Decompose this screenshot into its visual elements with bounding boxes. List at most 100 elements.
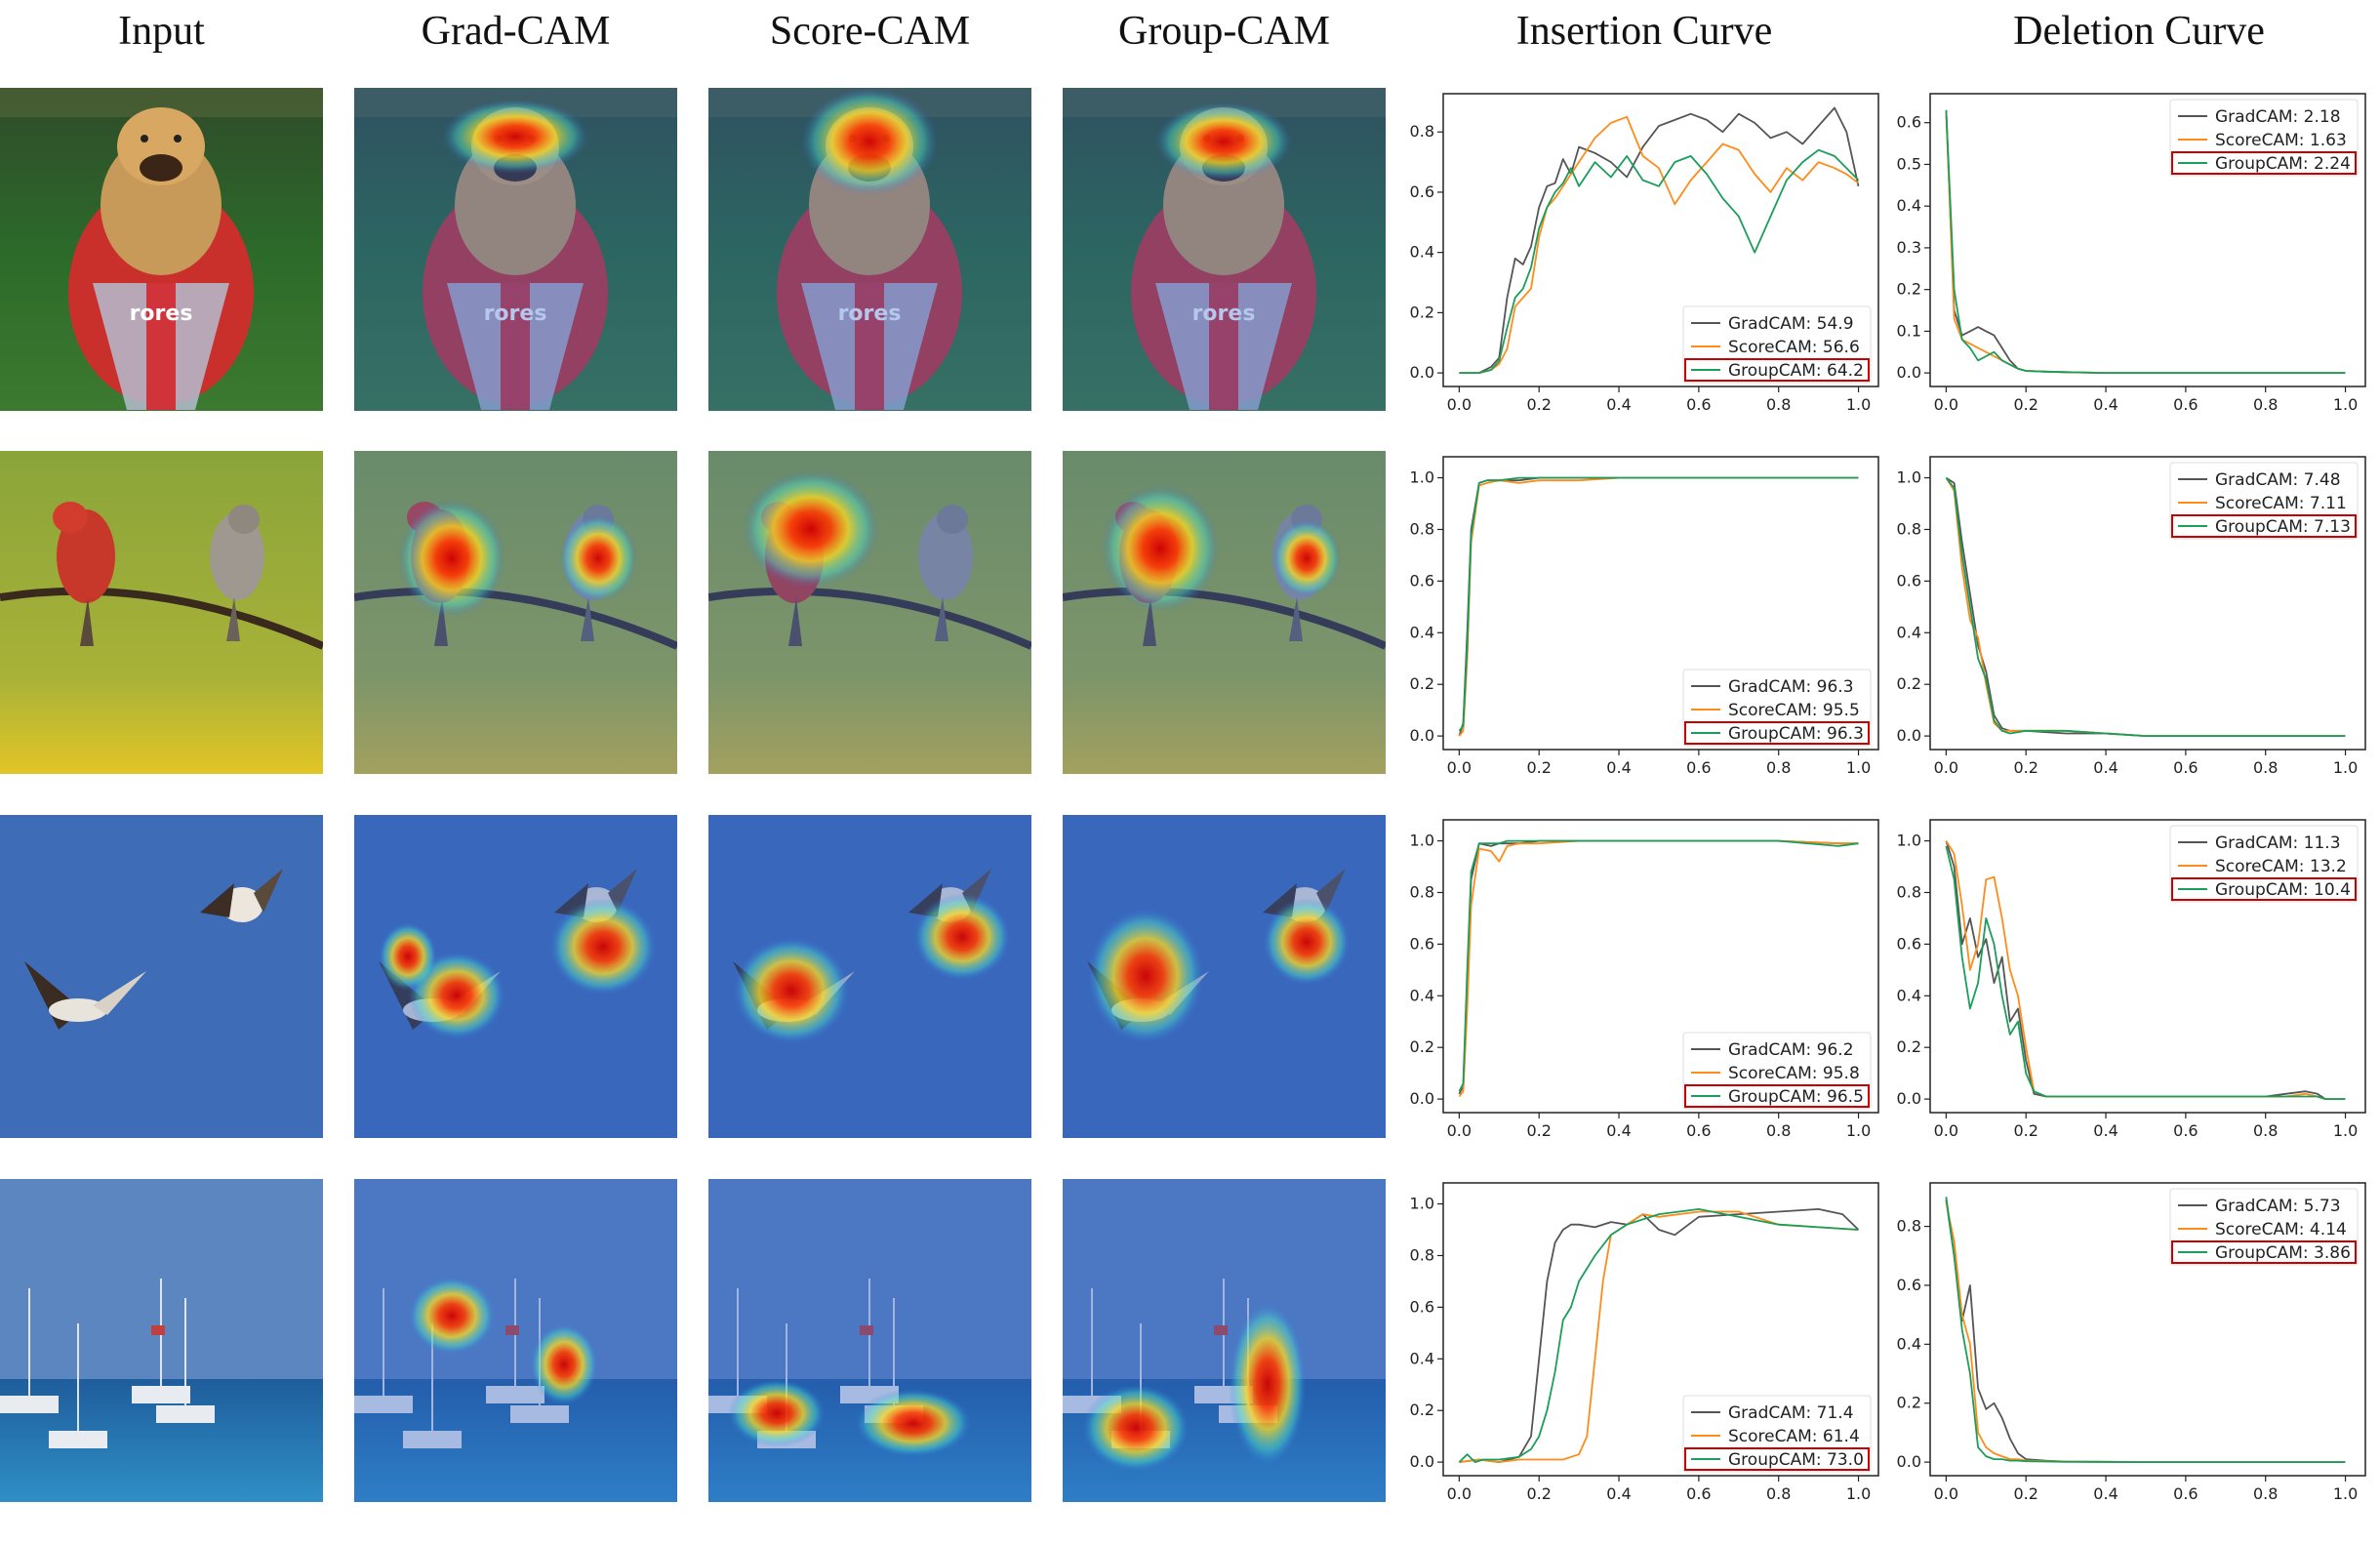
y-tick-label: 0.2 [1897,280,1921,299]
x-tick-label: 0.6 [2173,758,2198,777]
legend-entry: ScoreCAM: 56.6 [1728,338,1860,357]
series-line-gradcam [1459,1207,1860,1464]
x-tick-label: 0.8 [1766,1484,1791,1503]
scorecam-heatmap [708,1179,1031,1502]
x-tick-label: 0.4 [1606,758,1631,777]
y-tick-label: 0.3 [1897,238,1921,257]
x-tick-label: 1.0 [1846,395,1871,414]
jersey-text: rores [1192,302,1256,326]
y-tick-label: 0.4 [1897,1334,1921,1353]
legend-entry: GradCAM: 5.73 [2215,1197,2341,1216]
legend-entry: GroupCAM: 64.2 [1728,361,1864,381]
legend-entry: GroupCAM: 96.3 [1728,724,1864,744]
header-insertion-curve: Insertion Curve [1515,9,1773,54]
header-gradcam: Grad-CAM [421,9,611,54]
x-tick-label: 1.0 [2333,758,2358,777]
y-tick-label: 1.0 [1410,1195,1434,1213]
y-tick-label: 0.5 [1897,154,1921,173]
x-tick-label: 1.0 [2333,395,2358,414]
y-tick-label: 1.0 [1897,468,1921,487]
y-tick-label: 0.4 [1897,623,1921,641]
legend [2169,1188,2359,1266]
y-tick-label: 0.8 [1897,519,1921,538]
input-image [0,815,323,1138]
x-tick-label: 0.4 [1606,1484,1631,1503]
groupcam-heatmap [1063,1179,1386,1502]
y-tick-label: 0.2 [1410,1401,1434,1419]
series-line-gradcam [1945,840,2346,1101]
series-line-groupcam [1945,1197,2346,1464]
series-line-groupcam [1458,839,1859,1092]
x-tick-label: 0.0 [1934,395,1958,414]
x-tick-label: 0.8 [2253,1121,2278,1140]
legend [2169,99,2359,177]
header-groupcam: Group-CAM [1118,9,1330,54]
x-tick-label: 0.8 [1766,1121,1791,1140]
input-image: rores [0,88,323,411]
insertion-curve-row-3: 0.0 0.2 0.4 0.6 0.8 1.0 0.0 0.2 0.4 0.6 0.8 1.0 Grad… [1404,819,1882,1151]
x-tick-label: 1.0 [1846,758,1871,777]
x-tick-label: 0.4 [2093,758,2118,777]
deletion-curve-row-2: 0.0 0.2 0.4 0.6 0.8 1.0 0.0 0.2 0.4 0.6 0.8 1.0 Grad… [1891,456,2369,788]
scorecam-heatmap [708,451,1031,774]
y-tick-label: 0.0 [1410,363,1434,382]
legend-highlight-box [2171,151,2357,175]
legend-entry: GroupCAM: 73.0 [1728,1450,1864,1470]
insertion-curve-row-1: 0.0 0.2 0.4 0.6 0.8 1.0 0.0 0.2 0.4 0.6 0.8 GradCAM… [1404,93,1882,425]
y-tick-label: 0.2 [1897,674,1921,693]
y-tick-label: 0.4 [1410,243,1434,262]
deletion-curve-row-1: 0.0 0.2 0.4 0.6 0.8 1.0 0.0 0.1 0.2 0.3 0.4 0.5 0.6 G… [1891,93,2369,425]
y-tick-label: 0.0 [1897,1089,1921,1108]
x-tick-label: 0.8 [1766,395,1791,414]
y-tick-label: 0.4 [1410,1349,1434,1367]
x-tick-label: 0.8 [2253,758,2278,777]
jersey-text: rores [838,302,902,326]
insertion-curve-row-4: 0.0 0.2 0.4 0.6 0.8 1.0 0.0 0.2 0.4 0.6 0.8 1.0 Grad… [1404,1182,1882,1514]
x-tick-label: 1.0 [2333,1121,2358,1140]
x-tick-label: 0.2 [2013,758,2037,777]
jersey-text: rores [130,302,193,326]
y-tick-label: 1.0 [1897,832,1921,850]
y-tick-label: 0.0 [1410,1089,1434,1108]
y-tick-label: 0.0 [1897,726,1921,745]
x-tick-label: 0.6 [2173,395,2198,414]
jersey-text: rores [484,302,547,326]
x-tick-label: 0.2 [1526,758,1551,777]
y-tick-label: 0.8 [1897,1217,1921,1236]
x-tick-label: 0.8 [2253,395,2278,414]
series-line-scorecam [1459,115,1860,375]
y-tick-label: 0.8 [1410,122,1434,141]
x-tick-label: 0.6 [1686,1121,1711,1140]
gradcam-heatmap [354,815,677,1138]
legend-entry: GradCAM: 71.4 [1728,1403,1854,1423]
series-line-groupcam [1945,477,2346,738]
groupcam-heatmap: rores [1063,88,1386,411]
gradcam-heatmap: rores [354,88,677,411]
y-tick-label: 0.0 [1897,363,1921,382]
x-tick-label: 0.8 [1766,758,1791,777]
x-tick-label: 0.0 [1934,758,1958,777]
y-tick-label: 0.0 [1410,1452,1434,1471]
input-image [0,1179,323,1502]
legend [2169,825,2359,903]
groupcam-heatmap [1063,815,1386,1138]
series-line-groupcam [1945,109,2346,375]
legend-highlight-box [1684,358,1870,382]
legend-highlight-box [1684,1084,1870,1108]
legend-entry: GradCAM: 11.3 [2215,833,2341,853]
header-input: Input [118,9,205,54]
y-tick-label: 0.8 [1410,1245,1434,1264]
input-image [0,451,323,774]
y-tick-label: 0.4 [1897,196,1921,215]
groupcam-heatmap [1063,451,1386,774]
legend-entry: GradCAM: 2.18 [2215,107,2341,127]
x-tick-label: 0.4 [2093,395,2118,414]
legend-entry: ScoreCAM: 13.2 [2215,857,2347,876]
y-tick-label: 0.6 [1897,571,1921,589]
y-tick-label: 0.2 [1897,1394,1921,1412]
legend-highlight-box [2171,514,2357,538]
x-tick-label: 0.6 [2173,1484,2198,1503]
legend-entry: GroupCAM: 10.4 [2215,880,2351,900]
series-line-groupcam [1459,148,1860,375]
y-tick-label: 0.4 [1410,623,1434,641]
